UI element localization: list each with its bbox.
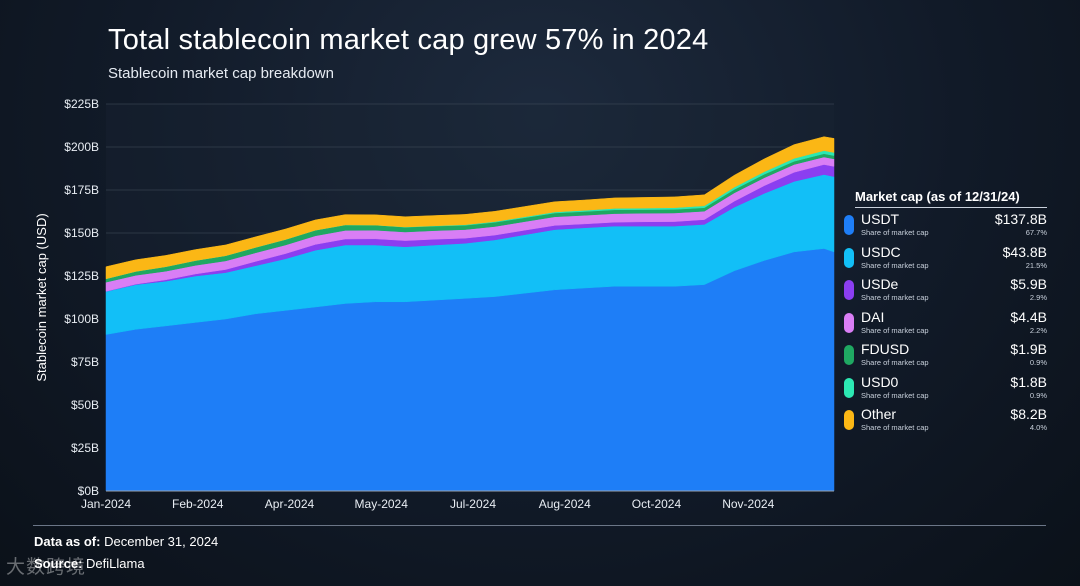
legend-header: Market cap (as of 12/31/24) xyxy=(855,189,1047,208)
y-tick-label: $75B xyxy=(71,355,99,369)
legend-name: DAI xyxy=(861,308,885,325)
x-tick-label: Feb-2024 xyxy=(172,497,224,511)
y-axis-label: Stablecoin market cap (USD) xyxy=(34,213,49,381)
y-tick-label: $200B xyxy=(64,140,99,154)
area-other xyxy=(105,136,835,280)
legend-item-dai: DAI Share of market cap $4.4B 2.2% xyxy=(843,306,1051,339)
legend-share-label: Share of market cap xyxy=(861,293,929,302)
x-tick-label: Nov-2024 xyxy=(722,497,774,511)
x-tick-label: Aug-2024 xyxy=(539,497,591,511)
source-label: Source: xyxy=(34,556,83,571)
legend-swatch xyxy=(844,280,854,300)
legend-item-usde: USDe Share of market cap $5.9B 2.9% xyxy=(843,273,1051,306)
legend-share-label: Share of market cap xyxy=(861,390,929,400)
y-tick-label: $50B xyxy=(71,398,99,412)
legend-item-fdusd: FDUSD Share of market cap $1.9B 0.9% xyxy=(843,338,1051,371)
data-as-of: Data as of: December 31, 2024 xyxy=(34,534,218,549)
legend-share-label: Share of market cap xyxy=(861,423,929,432)
legend-share-label: Share of market cap xyxy=(861,260,929,270)
y-tick-label: $225B xyxy=(64,97,99,111)
y-tick-label: $100B xyxy=(64,312,99,326)
legend-value: $5.9B xyxy=(1010,276,1047,292)
footer-divider xyxy=(33,525,1046,526)
x-tick-label: Apr-2024 xyxy=(265,497,315,511)
legend-name: USDC xyxy=(861,243,901,260)
legend-value: $4.4B xyxy=(1010,308,1047,325)
legend-item-usdc: USDC Share of market cap $43.8B 21.5% xyxy=(843,241,1051,274)
legend: Market cap (as of 12/31/24) USDT Share o… xyxy=(843,189,1051,436)
legend-name: USD0 xyxy=(861,373,899,390)
source: Source: DefiLlama xyxy=(34,556,145,571)
x-tick-label: May-2024 xyxy=(355,497,409,511)
legend-name: USDe xyxy=(861,276,899,292)
legend-share: 4.0% xyxy=(1029,423,1047,432)
legend-name: Other xyxy=(861,406,897,422)
legend-value: $1.8B xyxy=(1010,373,1047,390)
legend-value: $1.9B xyxy=(1010,341,1047,357)
legend-share: 21.5% xyxy=(1025,260,1047,270)
legend-item-other: Other Share of market cap $8.2B 4.0% xyxy=(843,403,1051,436)
chart-title: Total stablecoin market cap grew 57% in … xyxy=(108,24,709,56)
legend-value: $137.8B xyxy=(994,211,1047,227)
y-tick-label: $0B xyxy=(78,484,99,498)
legend-share: 0.9% xyxy=(1029,390,1047,400)
x-tick-label: Jul-2024 xyxy=(450,497,496,511)
data-as-of-value: December 31, 2024 xyxy=(104,534,219,549)
legend-share: 67.7% xyxy=(1025,228,1047,237)
y-tick-label: $150B xyxy=(64,226,99,240)
legend-share-label: Share of market cap xyxy=(861,358,929,367)
watermark: 大数跨境 xyxy=(6,557,87,578)
legend-swatch xyxy=(844,247,854,268)
legend-share: 0.9% xyxy=(1029,358,1047,367)
legend-value: $8.2B xyxy=(1010,406,1047,422)
y-tick-label: $25B xyxy=(71,441,99,455)
legend-item-usd0: USD0 Share of market cap $1.8B 0.9% xyxy=(843,371,1051,404)
legend-swatch xyxy=(844,345,854,365)
y-tick-label: $175B xyxy=(64,183,99,197)
legend-swatch xyxy=(844,312,854,333)
data-as-of-label: Data as of: xyxy=(34,534,101,549)
legend-item-usdt: USDT Share of market cap $137.8B 67.7% xyxy=(843,208,1051,241)
x-tick-label: Jan-2024 xyxy=(81,497,131,511)
legend-name: FDUSD xyxy=(861,341,910,357)
legend-share-label: Share of market cap xyxy=(861,325,929,335)
legend-name: USDT xyxy=(861,211,900,227)
source-value: DefiLlama xyxy=(86,556,145,571)
y-tick-label: $125B xyxy=(64,269,99,283)
legend-share: 2.9% xyxy=(1029,293,1047,302)
legend-share-label: Share of market cap xyxy=(861,228,929,237)
legend-swatch xyxy=(844,410,854,430)
legend-swatch xyxy=(844,215,854,235)
legend-swatch xyxy=(844,377,854,398)
chart-subtitle: Stablecoin market cap breakdown xyxy=(108,65,334,82)
legend-value: $43.8B xyxy=(1002,243,1047,260)
x-tick-label: Oct-2024 xyxy=(632,497,682,511)
legend-share: 2.2% xyxy=(1029,325,1047,335)
